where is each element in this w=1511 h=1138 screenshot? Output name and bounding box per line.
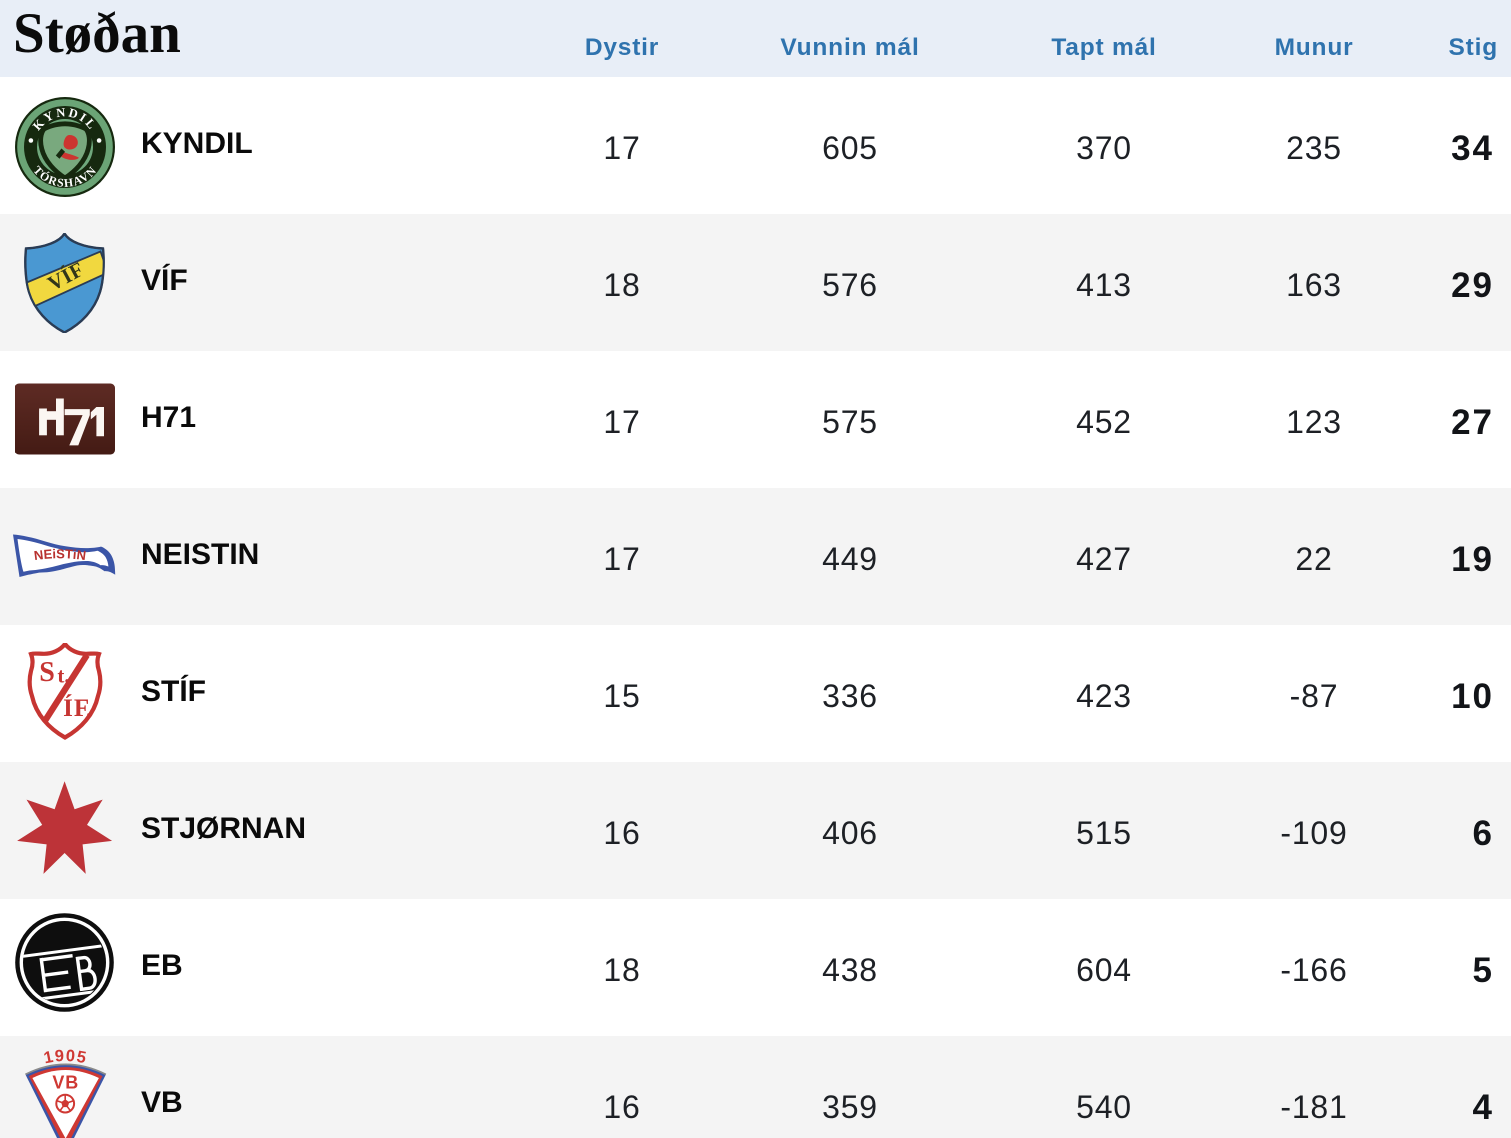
svg-text:VB: VB [52, 1072, 79, 1092]
svg-text:Í: Í [63, 694, 73, 722]
svg-text:t.: t. [57, 664, 69, 688]
svg-text:NEiSTiN: NEiSTiN [33, 546, 87, 563]
svg-text:F: F [74, 695, 89, 722]
svg-text:S: S [39, 657, 55, 688]
